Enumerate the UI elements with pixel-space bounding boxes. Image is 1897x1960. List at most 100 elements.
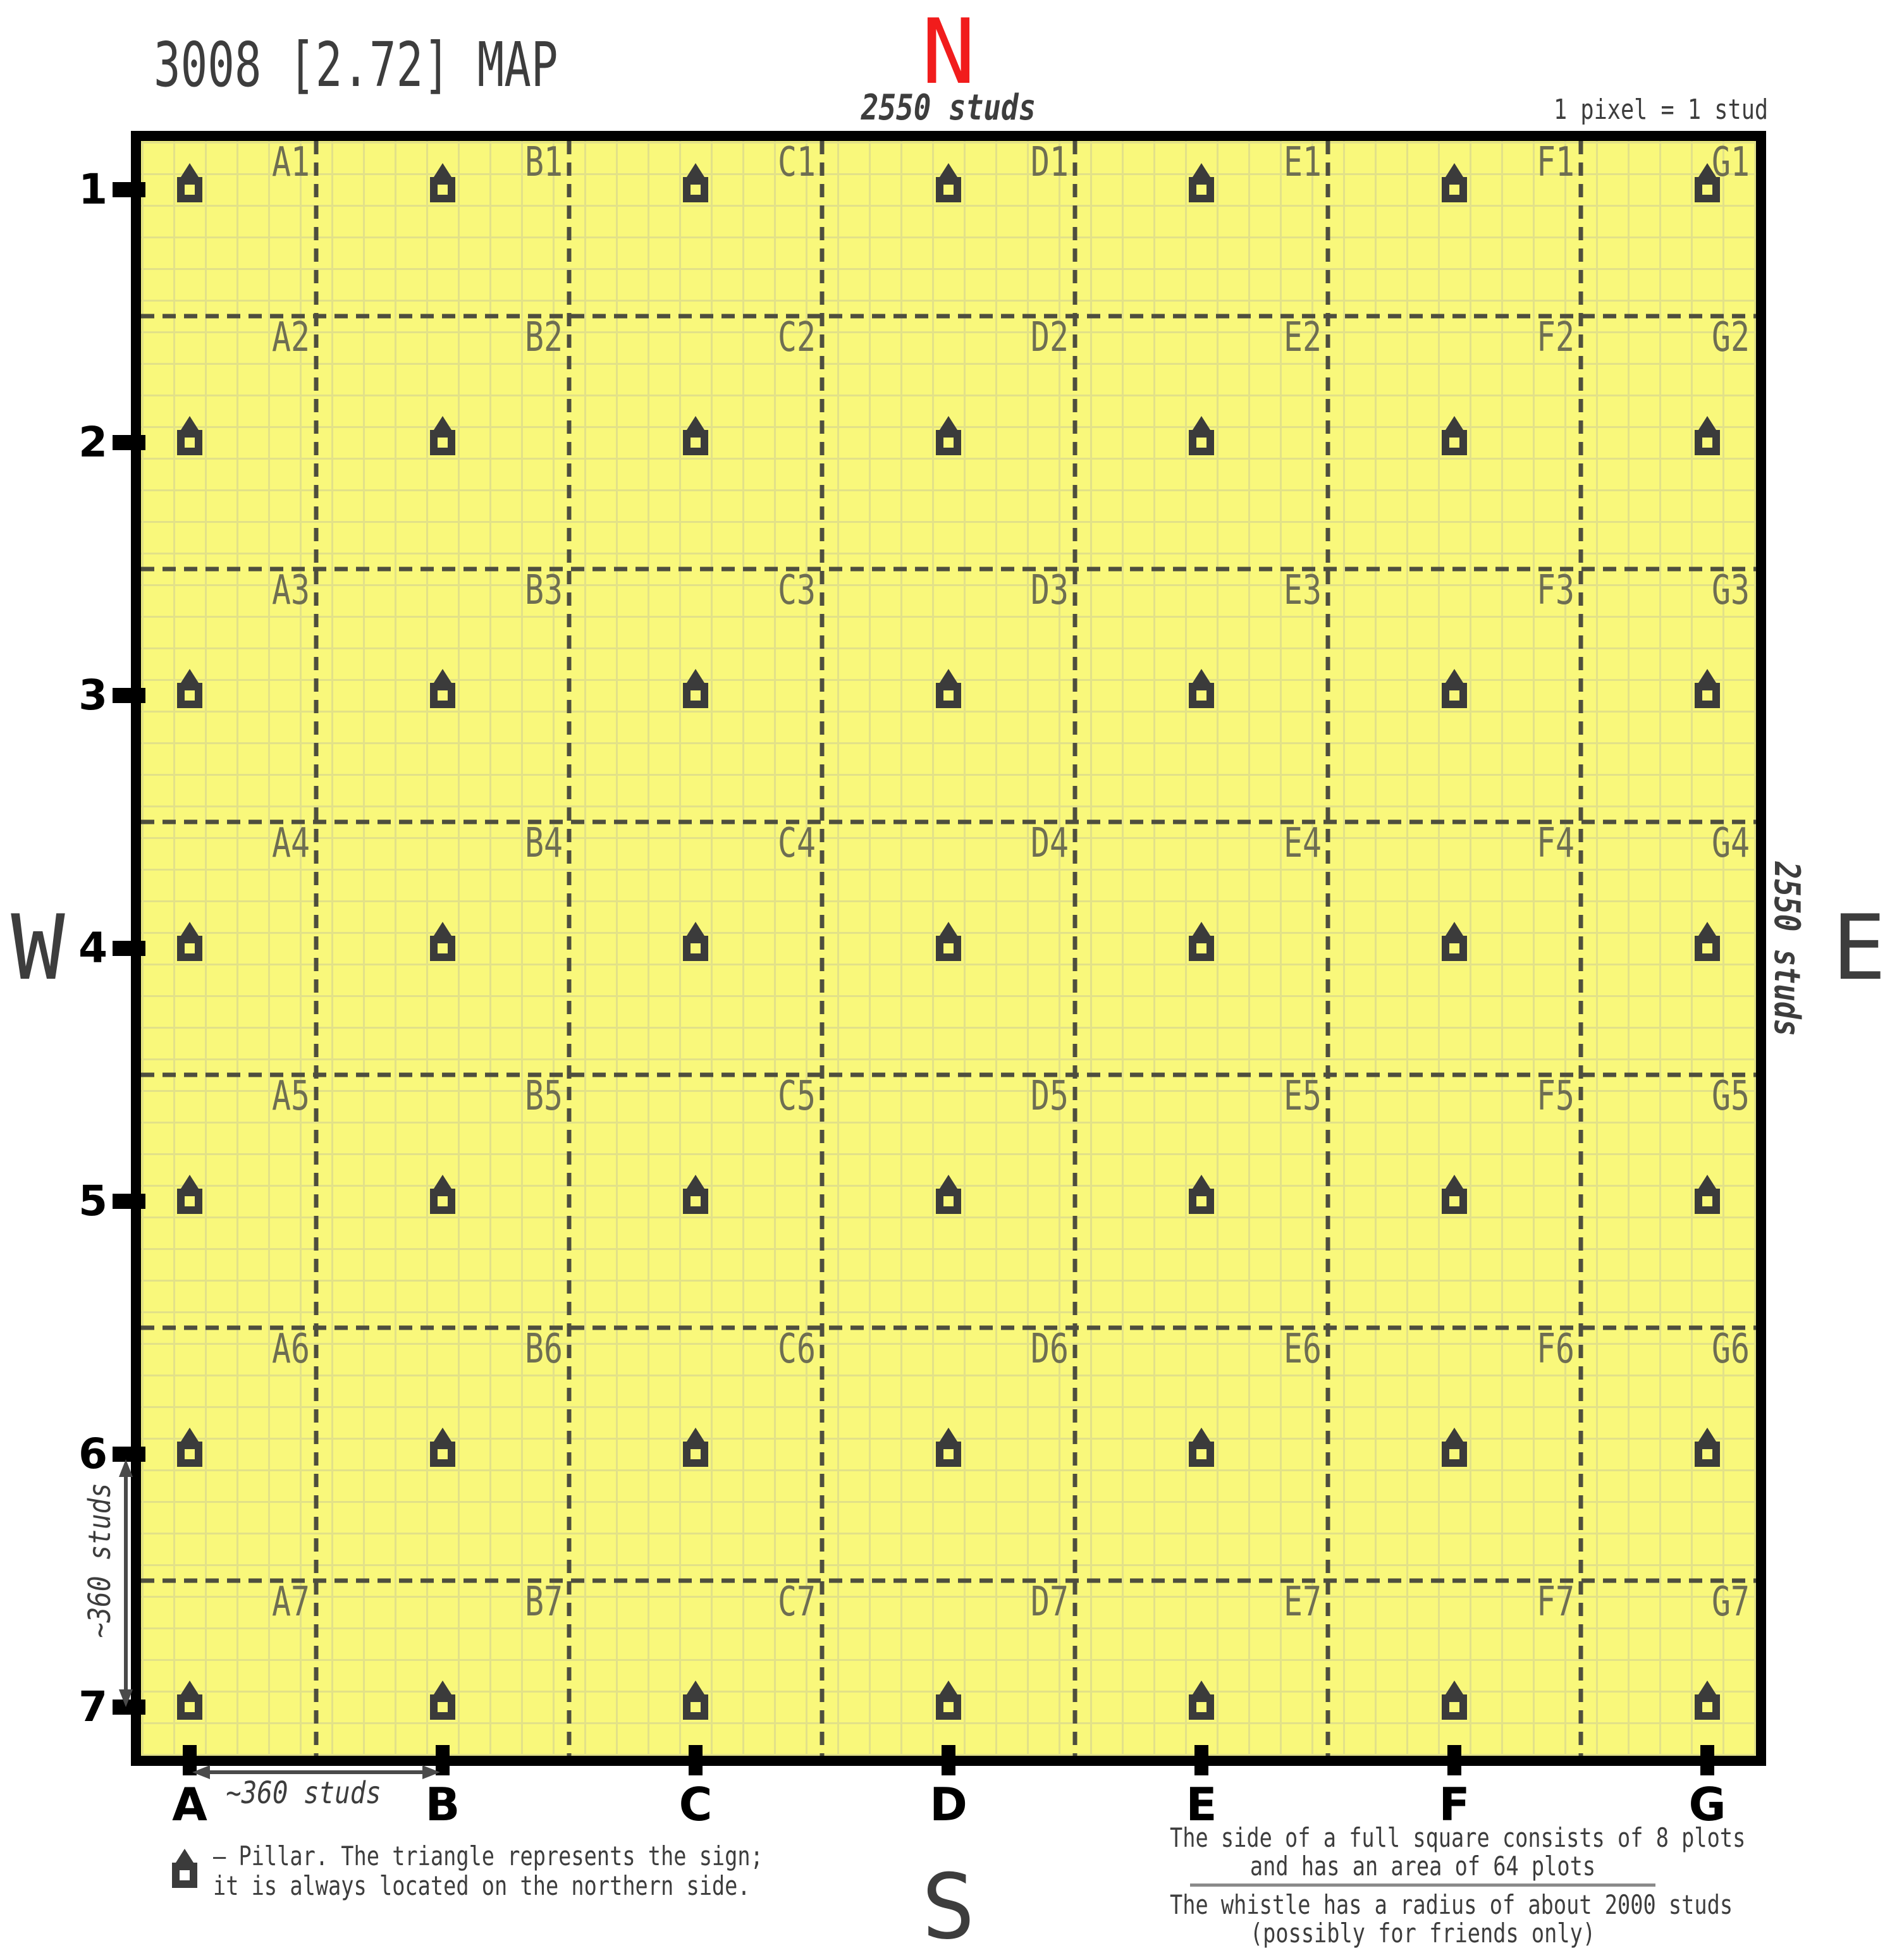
map-plot-grid	[141, 141, 1756, 1756]
pillar-sign-triangle	[940, 669, 957, 683]
pillar-D1	[936, 163, 961, 202]
pillar-base	[1695, 177, 1720, 202]
pillar-sign-triangle	[940, 922, 957, 936]
pillar-E7	[1189, 1681, 1214, 1720]
pixel-scale-note: 1 pixel = 1 stud	[1554, 94, 1769, 126]
cell-label-F7: F7	[1537, 1579, 1575, 1626]
pillar-sign-triangle	[940, 1428, 957, 1442]
pillar-base	[1189, 430, 1214, 455]
cell-label-G4: G4	[1712, 820, 1750, 867]
row-label-3: 3	[78, 671, 107, 720]
pillar-B7	[430, 1681, 455, 1720]
pillar-G3	[1695, 669, 1720, 708]
cell-label-D3: D3	[1031, 567, 1069, 614]
pillar-base	[430, 177, 455, 202]
compass-south-label: S	[921, 1855, 976, 1959]
pillar-sign-triangle	[181, 416, 199, 430]
cell-label-A5: A5	[272, 1073, 310, 1120]
pillar-sign-triangle	[940, 1175, 957, 1189]
row-label-7: 7	[78, 1682, 107, 1731]
pillar-base	[683, 1694, 708, 1720]
pillar-sign-triangle	[181, 163, 199, 177]
pillar-sign-triangle	[687, 1681, 704, 1694]
pillar-base	[936, 683, 961, 708]
column-tick-B	[436, 1745, 450, 1775]
cell-label-E2: E2	[1284, 314, 1322, 361]
row-spacing-label: ~360 studs	[82, 1483, 118, 1638]
column-tick-E	[1194, 1745, 1208, 1775]
note-square-line-1: The side of a full square consists of 8 …	[1170, 1822, 1746, 1853]
column-label-B: B	[425, 1778, 460, 1831]
column-label-E: E	[1186, 1778, 1217, 1831]
row-spacing-arrow	[119, 1459, 133, 1707]
row-label-6: 6	[78, 1430, 107, 1478]
cell-label-E6: E6	[1284, 1326, 1322, 1373]
pillar-sign-triangle	[687, 922, 704, 936]
pillar-sign-triangle	[1698, 1428, 1716, 1442]
pillar-A5	[177, 1175, 202, 1214]
pillar-F1	[1442, 163, 1467, 202]
pillar-A3	[177, 669, 202, 708]
pillar-base	[936, 177, 961, 202]
pillar-sign-triangle	[1193, 1428, 1210, 1442]
pillar-E4	[1189, 922, 1214, 961]
cell-label-C3: C3	[778, 567, 816, 614]
row-label-2: 2	[78, 418, 107, 467]
map: A1 B1 C1 D1 E1 F1 G1 A2 B2 C2 D2 E2 F2 G2 A3 B3 C3 D3 E3 F3…	[131, 131, 1766, 1766]
pillar-base	[683, 430, 708, 455]
pillar-base	[1189, 1694, 1214, 1720]
pillar-C3	[683, 669, 708, 708]
cell-label-B2: B2	[525, 314, 563, 361]
pillar-D5	[936, 1175, 961, 1214]
pillar-G4	[1695, 922, 1720, 961]
pillar-F3	[1442, 669, 1467, 708]
pillar-sign-triangle	[1446, 922, 1463, 936]
pillar-base	[177, 936, 202, 961]
cell-label-C7: C7	[778, 1579, 816, 1626]
pillar-sign-triangle	[181, 1681, 199, 1694]
pillar-base	[1442, 1189, 1467, 1214]
pillar-base	[936, 1189, 961, 1214]
pillar-base	[1695, 430, 1720, 455]
pillar-base	[1442, 683, 1467, 708]
column-tick-F	[1447, 1745, 1461, 1775]
pillar-sign-triangle	[1446, 163, 1463, 177]
pillar-base	[936, 936, 961, 961]
pillar-sign-triangle	[181, 1428, 199, 1442]
cell-label-C1: C1	[778, 141, 816, 186]
pillar-base	[1442, 1442, 1467, 1467]
row-label-1: 1	[78, 165, 107, 214]
pillar-sign-triangle	[687, 1428, 704, 1442]
pillar-A7	[177, 1681, 202, 1720]
cell-label-E4: E4	[1284, 820, 1322, 867]
pillar-sign-triangle	[434, 416, 451, 430]
pillar-sign-triangle	[434, 922, 451, 936]
pillar-B3	[430, 669, 455, 708]
pillar-base	[936, 430, 961, 455]
pillar-E2	[1189, 416, 1214, 455]
pillar-sign-triangle	[1193, 1175, 1210, 1189]
pillar-B4	[430, 922, 455, 961]
pillar-base	[1189, 936, 1214, 961]
pillar-base	[177, 1694, 202, 1720]
pillar-sign-triangle	[687, 669, 704, 683]
pillar-base	[1442, 177, 1467, 202]
pillar-G6	[1695, 1428, 1720, 1467]
cell-label-A4: A4	[272, 820, 310, 867]
pillar-sign-triangle	[434, 1175, 451, 1189]
column-label-C: C	[678, 1778, 713, 1831]
pillar-E1	[1189, 163, 1214, 202]
cell-label-G6: G6	[1712, 1326, 1750, 1373]
pillar-sign-triangle	[434, 163, 451, 177]
note-whistle-line-1: The whistle has a radius of about 2000 s…	[1170, 1889, 1733, 1920]
pillar-base	[1442, 936, 1467, 961]
pillar-sign-triangle	[940, 1681, 957, 1694]
legend-text: – Pillar. The triangle represents the si…	[213, 1841, 763, 1901]
pillar-base	[177, 1189, 202, 1214]
pillar-base	[177, 1442, 202, 1467]
pillar-base	[1189, 1442, 1214, 1467]
pillar-E3	[1189, 669, 1214, 708]
cell-label-F6: F6	[1537, 1326, 1575, 1373]
cell-label-F2: F2	[1537, 314, 1575, 361]
